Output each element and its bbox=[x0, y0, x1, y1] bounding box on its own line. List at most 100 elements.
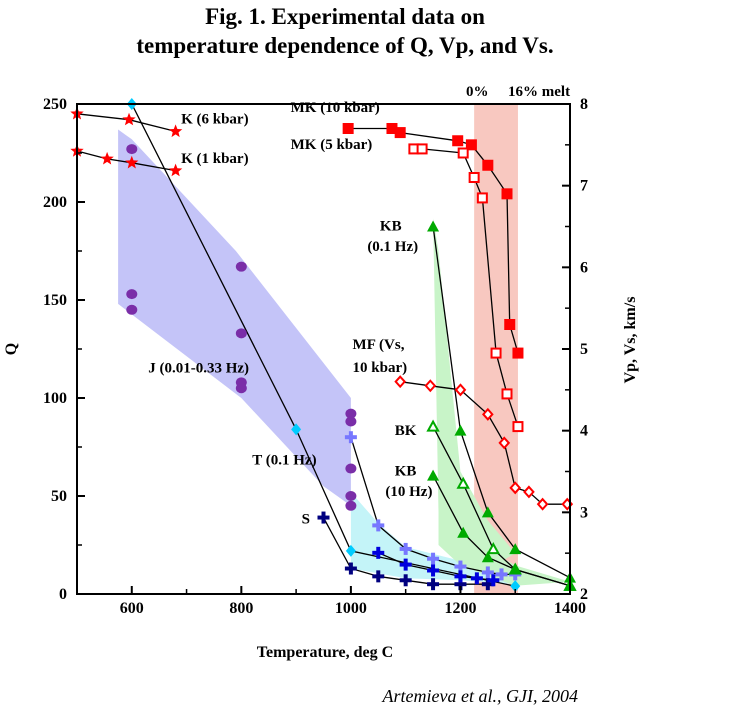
point-mk-10-kbar-0 bbox=[342, 123, 354, 134]
point-mf-vs-10-kbar-4 bbox=[498, 436, 511, 450]
point-bk-2 bbox=[486, 542, 501, 555]
y-tick-label-100: 100 bbox=[43, 390, 67, 407]
annotation-13: S bbox=[302, 511, 310, 527]
point-series-6-1 bbox=[399, 558, 412, 571]
point-t-0-1-hz-2 bbox=[345, 544, 356, 557]
point-mk-10-kbar-6 bbox=[501, 188, 513, 200]
y2-tick-label-2: 2 bbox=[580, 586, 588, 603]
point-j-0-01-0-33-hz-6 bbox=[235, 383, 247, 394]
point-k-1-kbar-3 bbox=[168, 163, 183, 177]
point-series-4-6 bbox=[495, 568, 508, 581]
point-s-4 bbox=[427, 578, 440, 591]
point-series-4-1 bbox=[372, 519, 385, 532]
chart-title-line-1: Fig. 1. Experimental data on bbox=[205, 4, 485, 29]
y2-tick-label-8: 8 bbox=[580, 96, 588, 113]
point-t-0-1-hz-3 bbox=[510, 580, 521, 593]
y2-axis-label: Vp, Vs, km/s bbox=[622, 297, 639, 384]
point-kb-0-1-hz-2 bbox=[481, 506, 494, 518]
point-series-6-4 bbox=[470, 572, 483, 585]
point-mk-5-kbar-5 bbox=[490, 347, 502, 359]
shaded-region-mf-kb10 bbox=[433, 218, 516, 570]
credit: Artemieva et al., GJI, 2004 bbox=[382, 686, 578, 706]
point-mk-10-kbar-5 bbox=[482, 159, 494, 171]
point-mf-vs-10-kbar-7 bbox=[536, 497, 549, 511]
point-kb-0-1-hz-1 bbox=[454, 424, 467, 436]
point-mk-10-kbar-3 bbox=[452, 135, 464, 147]
point-series-6-2 bbox=[427, 564, 440, 577]
shaded-region-j bbox=[118, 129, 351, 506]
melt-label-16: 16% melt bbox=[508, 84, 570, 100]
annotation-7: 10 kbar) bbox=[353, 360, 408, 376]
point-mk-5-kbar-3 bbox=[468, 172, 480, 183]
annotations: K (6 kbar) K (1 kbar) MK (10 kbar) MK (5 kb… bbox=[148, 100, 432, 527]
point-series-6-5 bbox=[487, 574, 500, 587]
point-mk-10-kbar-4 bbox=[465, 139, 477, 151]
annotation-0: K (6 kbar) bbox=[181, 112, 249, 128]
point-mk-5-kbar-4 bbox=[476, 192, 488, 204]
point-j-0-01-0-33-hz-11 bbox=[345, 500, 357, 511]
point-mk-5-kbar-2 bbox=[457, 147, 469, 159]
annotation-5: (0.1 Hz) bbox=[367, 239, 418, 255]
point-series-6-3 bbox=[454, 570, 467, 583]
point-k-6-kbar-2 bbox=[168, 124, 183, 138]
annotation-9: KB bbox=[395, 464, 417, 480]
x-axis-label: Temperature, deg C bbox=[257, 644, 393, 661]
point-kb-0-1-hz-3 bbox=[509, 543, 522, 555]
y2-tick-label-5: 5 bbox=[580, 341, 588, 358]
y2-tick-label-7: 7 bbox=[580, 178, 588, 195]
y2-tick-label-3: 3 bbox=[580, 504, 588, 521]
point-mf-vs-10-kbar-2 bbox=[454, 383, 467, 397]
point-mk-10-kbar-1 bbox=[386, 123, 398, 134]
shaded-region-t bbox=[350, 492, 516, 585]
annotation-3: MK (5 kbar) bbox=[291, 137, 373, 153]
point-mk-10-kbar-2 bbox=[394, 127, 406, 139]
point-kb-10-hz-3 bbox=[509, 563, 522, 575]
point-j-0-01-0-33-hz-2 bbox=[126, 304, 138, 315]
point-mf-vs-10-kbar-5 bbox=[509, 481, 522, 495]
point-j-0-01-0-33-hz-7 bbox=[345, 408, 357, 419]
point-s-5 bbox=[454, 578, 467, 591]
point-k-1-kbar-2 bbox=[125, 155, 139, 169]
point-kb-10-hz-0 bbox=[427, 469, 440, 481]
point-j-0-01-0-33-hz-10 bbox=[345, 491, 357, 501]
annotation-6: MF (Vs, bbox=[353, 337, 405, 353]
y2-tick-label-4: 4 bbox=[580, 423, 588, 440]
shaded-regions bbox=[118, 129, 570, 586]
point-series-4-5 bbox=[481, 566, 494, 579]
x-tick-label-600: 600 bbox=[120, 600, 144, 617]
point-mf-vs-10-kbar-1 bbox=[424, 379, 437, 393]
point-s-0 bbox=[317, 511, 330, 524]
annotation-11: J (0.01-0.33 Hz) bbox=[148, 361, 249, 377]
point-bk-1 bbox=[456, 476, 470, 489]
point-j-0-01-0-33-hz-4 bbox=[235, 328, 247, 339]
point-kb-10-hz-1 bbox=[457, 526, 470, 538]
point-s-3 bbox=[399, 574, 412, 587]
annotation-10: (10 Hz) bbox=[385, 484, 432, 500]
y-tick-label-200: 200 bbox=[43, 194, 67, 211]
series-line-k-1-kbar bbox=[76, 150, 176, 172]
point-s-6 bbox=[481, 578, 494, 591]
x-tick-label-1200: 1200 bbox=[444, 600, 476, 617]
point-mf-vs-10-kbar-0 bbox=[394, 375, 407, 389]
point-j-0-01-0-33-hz-1 bbox=[126, 289, 138, 300]
point-mk-5-kbar-1 bbox=[416, 143, 428, 155]
point-mk-10-kbar-8 bbox=[512, 347, 524, 359]
axes: 600 800 1000 1200 1400 0 50 100 150 200 250 2 3 4 5 6 7 8 bbox=[43, 96, 588, 617]
point-s-2 bbox=[372, 570, 385, 583]
y-tick-label-0: 0 bbox=[59, 586, 67, 603]
point-t-0-1-hz-1 bbox=[291, 423, 302, 436]
annotation-8: BK bbox=[395, 423, 417, 439]
series-line-mk-5-kbar bbox=[413, 148, 519, 427]
point-j-0-01-0-33-hz-3 bbox=[235, 261, 247, 272]
annotation-12: T (0.1 Hz) bbox=[252, 453, 316, 469]
point-kb-0-1-hz-0 bbox=[427, 220, 440, 232]
y-tick-label-250: 250 bbox=[43, 96, 67, 113]
point-mf-vs-10-kbar-3 bbox=[481, 407, 494, 421]
point-mk-10-kbar-7 bbox=[504, 319, 516, 330]
y-axis-label: Q bbox=[3, 343, 20, 355]
x-tick-label-1000: 1000 bbox=[335, 600, 367, 617]
point-bk-0 bbox=[426, 419, 440, 432]
y-tick-label-50: 50 bbox=[51, 488, 67, 505]
point-j-0-01-0-33-hz-8 bbox=[345, 416, 357, 427]
